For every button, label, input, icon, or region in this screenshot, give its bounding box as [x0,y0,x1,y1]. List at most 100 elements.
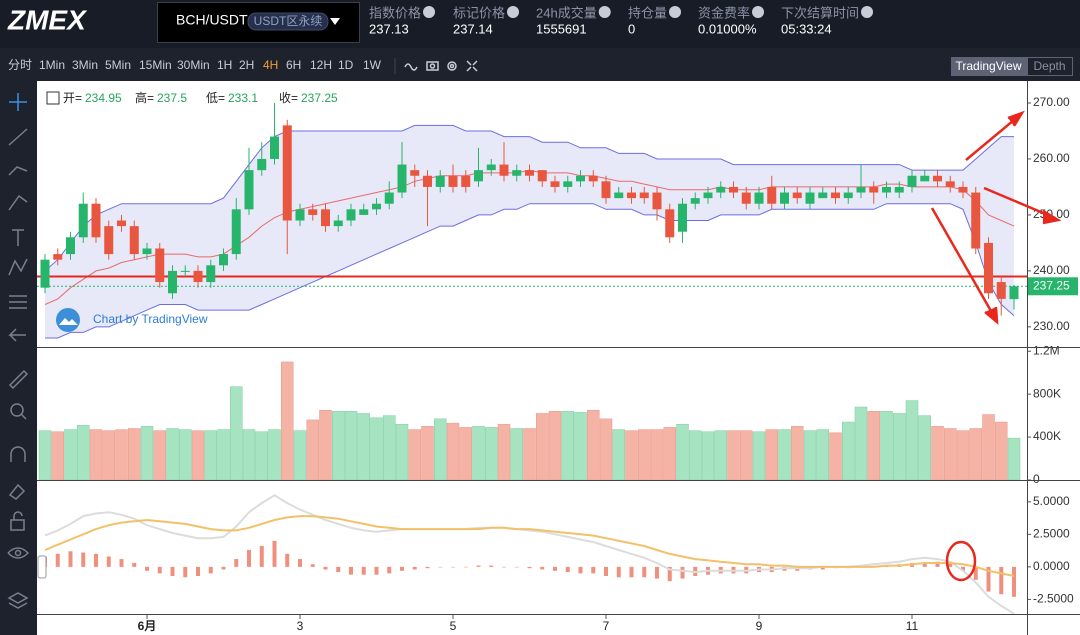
volume-bar [459,427,472,481]
candle-body [168,270,177,294]
interval-button[interactable]: 1Min [39,58,65,72]
interval-button[interactable]: 2H [239,58,254,72]
volume-bar [931,426,944,481]
volume-bar [561,411,574,481]
interval-button[interactable]: 1W [363,58,382,72]
volume-bar [982,414,995,481]
help-icon[interactable] [507,6,520,18]
macd-histogram-bar [502,566,506,568]
candle-body [588,175,598,182]
candle-body [690,198,700,204]
help-icon[interactable] [861,6,874,18]
volume-bar [191,430,205,481]
volume-bar [77,425,90,481]
y-tick-label: 240.00 [1033,263,1070,277]
macd-histogram-bar [451,566,455,568]
stat-value: 237.13 [369,21,409,36]
volume-bar [676,423,689,481]
x-tick-label: 3 [297,619,304,633]
contract-tag [247,12,329,31]
help-icon[interactable] [752,6,765,18]
macd-histogram-bar [221,566,226,570]
x-tick-label: 6月 [138,619,157,633]
macd-histogram-bar [655,566,659,579]
bollinger-upper [44,124,1014,272]
interval-button[interactable]: 12H [310,58,332,72]
interval-button[interactable]: 15Min [139,58,172,72]
candle-body [537,170,547,182]
volume-bar [140,426,154,481]
macd-histogram-bar [247,549,251,567]
help-icon[interactable] [598,6,611,18]
volume-bar [102,430,115,481]
dropdown-arrow[interactable] [330,18,340,25]
interval-button[interactable]: 30Min [177,58,210,72]
candle-body [435,175,445,187]
help-icon[interactable] [423,6,436,18]
view-tab[interactable] [1027,57,1073,76]
volume-bar [893,413,906,481]
volume-bar [663,427,676,481]
interval-button[interactable]: 分时 [8,58,32,72]
macd-histogram-bar [400,566,404,571]
volume-bar [166,428,179,481]
macd-histogram-bar [183,566,188,578]
last-price-tag [1028,277,1078,296]
view-tab[interactable] [951,57,1027,76]
volume-bar [242,429,256,481]
macd-histogram-bar [922,562,927,567]
volume-bar [765,429,778,481]
x-tick-label: 5 [450,619,457,633]
macd-histogram-bar [935,561,940,567]
candle-body [295,209,305,221]
interval-button[interactable]: 1H [217,58,232,72]
macd-histogram-bar [336,566,341,573]
watermark-badge [56,308,80,332]
volume-bar [752,431,766,481]
candle-body [652,192,662,210]
x-tick-label: 9 [756,619,763,633]
candle-body [563,181,573,187]
drawing-sidebar [0,81,37,635]
macd-histogram-bar [476,565,481,567]
volume-bar [408,429,421,481]
candle-body [40,259,50,288]
legend-label: 收= [279,91,298,105]
last-price-label: 237.25 [1033,278,1070,292]
volume-bar [510,428,523,481]
interval-button[interactable]: 4H [263,58,278,72]
macd-histogram-bar [553,566,557,571]
macd-histogram-bar [68,551,73,567]
stat-value: 0 [628,21,635,36]
interval-button[interactable]: 1D [338,58,354,72]
volume-bar [867,411,880,481]
pane-collapse-handle[interactable] [37,555,47,579]
candle-body [155,248,165,283]
interval-button[interactable]: 5Min [105,58,131,72]
legend-icon [46,91,60,105]
help-icon[interactable] [669,6,682,18]
macd-histogram-bar [55,553,60,567]
candle-body [576,175,585,182]
macd-histogram-bar [973,566,978,580]
stat-value: 0.01000% [698,21,757,36]
y-tick-label: -2.5000 [1033,592,1074,606]
macd-histogram-bar [489,565,494,567]
y-tick-label: 270.00 [1033,95,1070,109]
volume-bar [472,426,485,481]
macd-histogram-bar [514,566,519,568]
y-tick-label: 2.5000 [1033,527,1070,541]
toolbar-icons[interactable] [404,60,478,72]
candle-body [282,125,292,221]
interval-button[interactable]: 3Min [72,58,98,72]
interval-button[interactable]: 6H [286,58,301,72]
macd-histogram-bar [463,566,468,568]
volume-bar [230,386,243,481]
sidebar-icons[interactable] [7,93,30,609]
candle-body [665,209,675,238]
volume-bar [905,400,919,481]
macd-histogram-bar [349,566,353,575]
legend-value: 233.1 [228,91,258,105]
